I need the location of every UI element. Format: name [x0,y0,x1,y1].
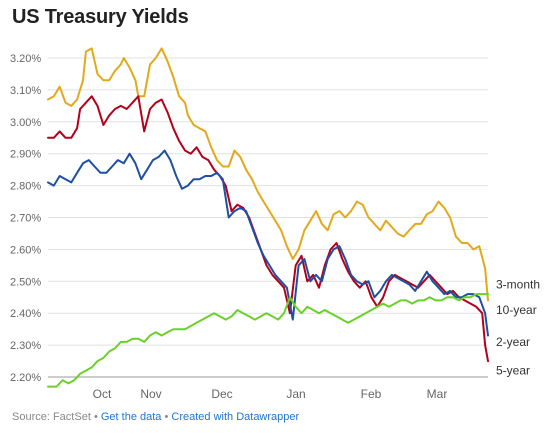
chart-footer: Source: FactSet • Get the data • Created… [12,411,299,423]
chart-title: US Treasury Yields [12,6,189,28]
end-label-5-year: 5-year [496,364,530,378]
y-tick-label: 3.20% [10,53,41,65]
source-text: Source: FactSet [12,411,91,423]
y-tick-label: 3.10% [10,85,41,97]
series-lines [47,47,489,388]
x-tick-label: Mar [427,387,448,401]
y-tick-label: 2.20% [10,372,41,384]
x-axis-ticks: Oct Nov Dec Jan Feb Mar [93,387,448,401]
x-tick-label: Jan [286,387,305,401]
x-tick-label: Dec [211,387,232,401]
x-tick-label: Oct [93,387,112,401]
y-tick-label: 2.50% [10,276,41,288]
x-tick-label: Nov [140,387,161,401]
separator: • [93,411,98,423]
series-line-2-year [47,149,489,337]
series-line-5-year [47,95,489,363]
gridlines [48,57,488,378]
y-axis-ticks: 3.20% 3.10% 3.00% 2.90% 2.80% 2.70% 2.60% 2.50%… [10,53,41,384]
x-tick-label: Feb [361,387,382,401]
end-label-2-year: 2-year [496,335,530,349]
y-tick-label: 2.60% [10,244,41,256]
end-label-10-year: 10-year [496,303,537,317]
series-line-10-year [47,47,489,302]
datawrapper-link[interactable]: Created with Datawrapper [171,411,300,423]
get-data-link[interactable]: Get the data [100,411,162,423]
y-tick-label: 2.30% [10,340,41,352]
separator: • [164,411,169,423]
y-tick-label: 2.80% [10,181,41,193]
series-end-labels: 3-month 10-year 2-year 5-year [496,277,540,377]
y-tick-label: 3.00% [10,117,41,129]
y-tick-label: 2.90% [10,149,41,161]
y-tick-label: 2.40% [10,308,41,320]
end-label-3-month: 3-month [496,277,540,291]
y-tick-label: 2.70% [10,213,41,225]
series-line-3-month [47,293,489,388]
